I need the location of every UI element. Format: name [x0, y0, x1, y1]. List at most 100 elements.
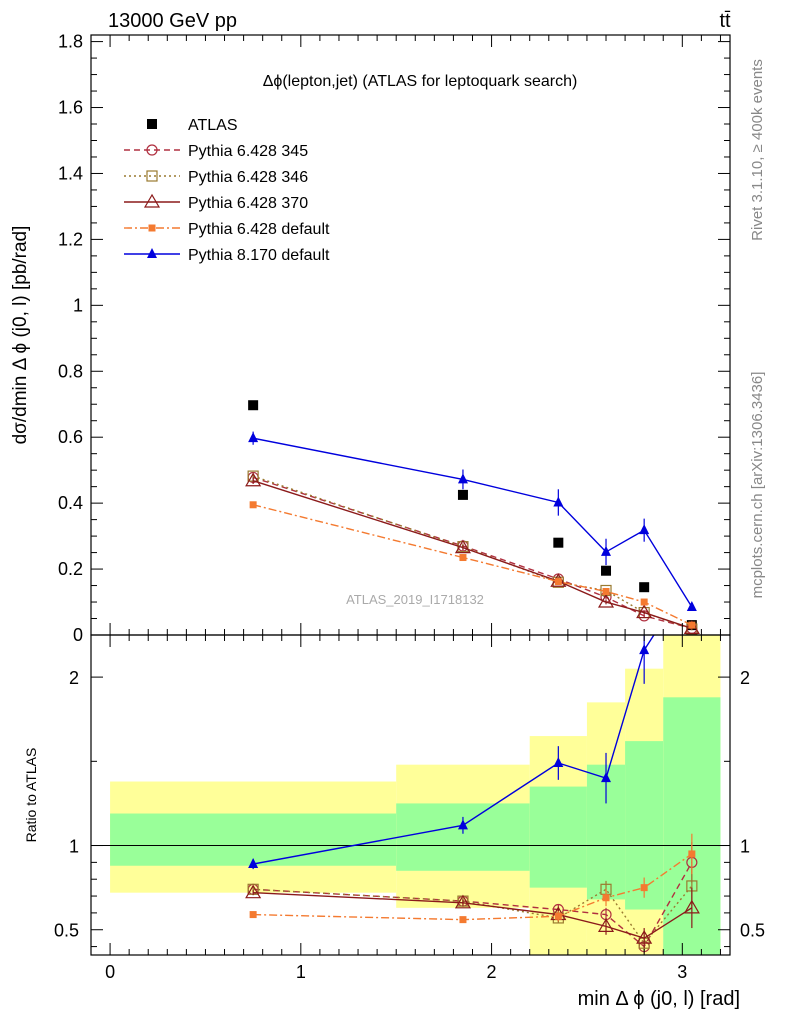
data-point: [553, 496, 564, 507]
legend-item: Pythia 6.428 346: [124, 169, 308, 186]
ratio-point: [639, 644, 650, 655]
header-process-label: 13000 GeV pp: [108, 10, 237, 32]
data-point: [686, 600, 697, 611]
ratio-line: [253, 853, 693, 921]
y-tick-label: 0.4: [58, 493, 83, 513]
data-point: [457, 473, 468, 484]
analysis-watermark: ATLAS_2019_I1718132: [346, 592, 484, 607]
ratio-point: [249, 911, 257, 919]
ratio-point: [554, 912, 562, 920]
main-series: [245, 400, 700, 635]
data-point: [554, 578, 562, 586]
plot-title: Δϕ(lepton,jet) (ATLAS for leptoquark sea…: [263, 73, 578, 90]
data-point: [601, 545, 612, 556]
ratio-y-axis-label: Ratio to ATLAS: [23, 748, 39, 843]
data-point: [454, 539, 471, 554]
x-tick-label: 0: [105, 962, 115, 982]
x-axis-label: min Δ ϕ (j0, l) [rad]: [578, 988, 740, 1010]
ratio-point: [553, 757, 564, 767]
ratio-y-tick-label-right: 2: [740, 668, 750, 688]
data-point: [457, 489, 468, 500]
ratio-y-tick-label: 0.5: [54, 921, 79, 941]
legend-marker: [147, 248, 157, 258]
legend-item: Pythia 8.170 default: [124, 247, 330, 264]
ratio-band-inner: [529, 786, 587, 888]
ratio-point: [688, 850, 696, 858]
data-point: [636, 604, 653, 619]
y-tick-label: 0.6: [58, 427, 83, 447]
ratio-line: [253, 891, 693, 939]
legend: ATLAS Pythia 6.428 345 Pythia 6.428 346 Pyt…: [124, 117, 330, 264]
legend-marker: [143, 193, 161, 208]
y-tick-label: 0.8: [58, 361, 83, 381]
y-tick-label: 1.2: [58, 229, 83, 249]
ratio-point: [454, 894, 471, 909]
data-point: [249, 501, 257, 509]
data-point: [602, 587, 610, 595]
mcplots-label: mcplots.cern.ch [arXiv:1306.3436]: [749, 372, 766, 599]
ratio-point: [636, 929, 653, 944]
legend-marker: [147, 119, 157, 129]
ratio-line: [253, 635, 655, 865]
ratio-band-inner: [396, 803, 530, 871]
data-point: [640, 598, 648, 606]
axes: 0 0.2 0.4 0.6 0.8 1 1.2 1.4 1.6 1.8 0.5 0.5 1 1 2 2 0 1 2 3: [54, 32, 765, 982]
ratio-frame: [90, 634, 731, 956]
y-tick-label: 1: [73, 295, 83, 315]
data-point: [597, 593, 615, 608]
ratio-series: [245, 570, 700, 954]
series-line: [252, 437, 693, 608]
legend-label: Pythia 6.428 370: [188, 195, 308, 212]
legend-marker: [146, 144, 158, 156]
ratio-series-4: [248, 570, 697, 870]
series-4: [249, 501, 696, 629]
ratio-point: [601, 772, 612, 783]
series-line: [252, 480, 693, 630]
rivet-version-label: Rivet 3.1.10, ≥ 400k events: [749, 59, 766, 241]
ratio-y-tick-label: 1: [69, 837, 79, 857]
ratio-y-tick-label-right: 0.5: [740, 921, 765, 941]
legend-marker: [148, 224, 156, 232]
legend-item: Pythia 6.428 345: [124, 143, 308, 160]
series-5: [248, 431, 697, 611]
ratio-point: [457, 819, 468, 830]
data-point: [639, 582, 650, 593]
ratio-y-tick-label-right: 1: [740, 837, 750, 857]
ratio-point: [687, 570, 697, 580]
ratio-point: [640, 884, 648, 892]
legend-item: ATLAS: [147, 117, 238, 134]
legend-label: Pythia 8.170 default: [188, 247, 330, 264]
data-point: [601, 565, 612, 576]
series-2: [247, 470, 698, 635]
legend-label: Pythia 6.428 default: [188, 221, 330, 238]
main-y-axis-label: dσ/dmin Δ ϕ (j0, l) [pb/rad]: [10, 226, 31, 445]
ratio-point: [459, 916, 467, 924]
legend-label: Pythia 6.428 345: [188, 143, 308, 160]
x-tick-label: 2: [487, 962, 497, 982]
legend-marker: [146, 170, 158, 182]
data-point: [245, 472, 262, 487]
data-point: [639, 524, 650, 535]
ratio-point: [602, 894, 610, 902]
ratio-point: [245, 884, 262, 899]
y-tick-label: 1.4: [58, 163, 83, 183]
legend-item: Pythia 6.428 default: [124, 221, 330, 238]
data-point: [248, 432, 259, 443]
y-tick-label: 0.2: [58, 559, 83, 579]
ratio-point: [248, 858, 259, 869]
series-line: [252, 476, 693, 630]
y-tick-label: 1.6: [58, 98, 83, 118]
data-point: [688, 621, 696, 629]
x-tick-label: 3: [677, 962, 687, 982]
ratio-point: [597, 918, 615, 932]
legend-label: Pythia 6.428 346: [188, 169, 308, 186]
y-tick-label: 1.8: [58, 32, 83, 52]
legend-item: Pythia 6.428 370: [124, 193, 308, 212]
series-line: [252, 504, 693, 626]
ratio-series-3: [249, 833, 696, 924]
header-tt-label: tt̄: [719, 10, 731, 32]
ratio-band-inner: [110, 813, 397, 866]
legend-label: ATLAS: [188, 117, 238, 134]
x-tick-label: 1: [296, 962, 306, 982]
